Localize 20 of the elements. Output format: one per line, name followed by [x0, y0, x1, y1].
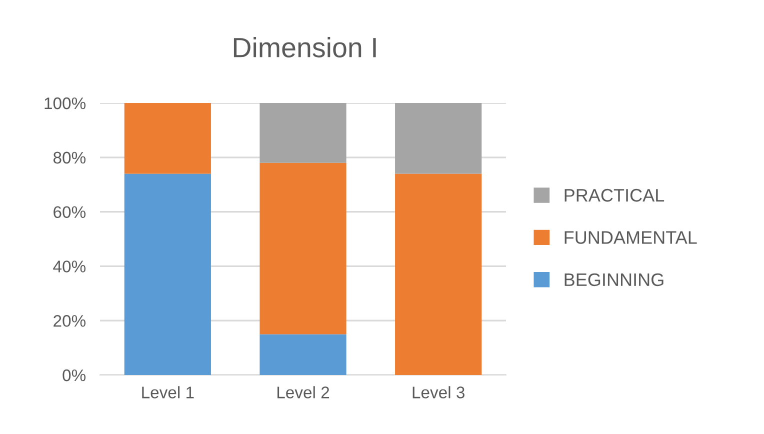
- x-tick-label: Level 3: [412, 386, 464, 398]
- x-tick-label: Level 2: [277, 386, 330, 398]
- legend-label: PRACTICAL: [564, 188, 664, 202]
- y-tick-label: 40%: [53, 260, 86, 272]
- legend-label: FUNDAMENTAL: [564, 231, 697, 244]
- bar: [260, 162, 346, 334]
- x-tick-label: Level 1: [142, 386, 194, 398]
- y-tick-label: 60%: [54, 206, 86, 218]
- y-tick-label: 20%: [54, 315, 86, 327]
- bar: [395, 103, 482, 174]
- bar: [124, 174, 211, 375]
- y-tick-label: 0%: [62, 369, 86, 382]
- bar: [395, 174, 482, 375]
- bar: [260, 103, 346, 163]
- bar: [124, 103, 211, 174]
- y-tick-label: 100%: [44, 97, 86, 110]
- y-tick-label: 80%: [53, 152, 86, 164]
- legend-label: BEGINNING: [564, 273, 664, 286]
- chart-title: Dimension I: [234, 37, 376, 58]
- bar: [260, 334, 346, 375]
